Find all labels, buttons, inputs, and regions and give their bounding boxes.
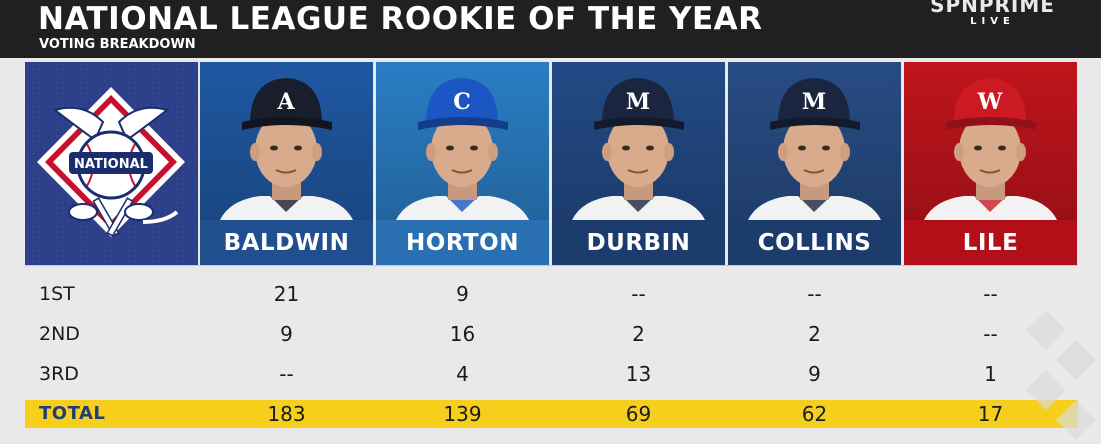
svg-text:M: M <box>802 89 826 115</box>
vote-row-3rd: 3RD -- 4 13 9 1 <box>25 355 1078 393</box>
player-photo-lile: W <box>924 78 1057 220</box>
national-league-logo-icon: NATIONAL <box>25 62 198 265</box>
vote-cell-collins: 2 <box>808 322 821 346</box>
vote-cell-baldwin: -- <box>279 362 294 386</box>
vote-cell-durbin: -- <box>631 282 646 306</box>
total-label: TOTAL <box>39 403 106 424</box>
player-nameplate: COLLINS <box>728 220 901 265</box>
vote-cell-lile: 1 <box>984 362 997 386</box>
player-photo-collins: M <box>748 78 881 220</box>
row-label: 3RD <box>39 363 79 385</box>
logo-text: NATIONAL <box>74 157 148 172</box>
svg-text:C: C <box>453 89 471 115</box>
page-subtitle: VOTING BREAKDOWN <box>39 37 196 52</box>
panel-divider <box>25 265 1078 266</box>
row-label: 1ST <box>39 283 75 305</box>
vote-cell-baldwin: 9 <box>280 322 293 346</box>
vote-cell-lile: -- <box>983 322 998 346</box>
vote-cell-horton: 4 <box>456 362 469 386</box>
vote-cell-horton: 9 <box>456 282 469 306</box>
background-pattern-icon <box>1026 310 1096 440</box>
vote-cell-durbin: 2 <box>632 322 645 346</box>
player-nameplate: HORTON <box>376 220 549 265</box>
player-name: HORTON <box>406 229 519 256</box>
player-card-durbin: M DURBIN <box>552 62 725 265</box>
player-photo-baldwin: A <box>220 78 353 220</box>
player-nameplate: LILE <box>904 220 1077 265</box>
vote-cell-durbin: 13 <box>625 362 652 386</box>
player-name: BALDWIN <box>223 229 350 256</box>
svg-text:W: W <box>977 89 1003 115</box>
network-bug: SPNPRIME LIVE <box>905 0 1080 28</box>
total-cell-collins: 62 <box>801 402 828 426</box>
player-photo-horton: C <box>396 78 529 220</box>
national-league-logo-tile: NATIONAL <box>25 62 198 265</box>
vote-cell-horton: 16 <box>449 322 476 346</box>
vote-row-2nd: 2ND 9 16 2 2 -- <box>25 315 1078 353</box>
vote-row-1st: 1ST 21 9 -- -- -- <box>25 275 1078 313</box>
player-card-lile: W LILE <box>904 62 1077 265</box>
total-row: TOTAL 183 139 69 62 17 <box>25 400 1078 428</box>
player-name: LILE <box>962 229 1019 256</box>
live-indicator: LIVE <box>970 16 1015 27</box>
vote-cell-collins: -- <box>807 282 822 306</box>
player-card-horton: C HORTON <box>376 62 549 265</box>
header-bar: NATIONAL LEAGUE ROOKIE OF THE YEAR VOTIN… <box>0 0 1101 58</box>
player-name: DURBIN <box>586 229 691 256</box>
svg-text:A: A <box>276 89 295 115</box>
player-photo-durbin: M <box>572 78 705 220</box>
vote-cell-collins: 9 <box>808 362 821 386</box>
vote-cell-baldwin: 21 <box>273 282 300 306</box>
player-name: COLLINS <box>757 229 872 256</box>
total-cell-horton: 139 <box>443 402 482 426</box>
player-card-collins: M COLLINS <box>728 62 901 265</box>
total-cell-baldwin: 183 <box>267 402 306 426</box>
network-logo-text: SPNPRIME <box>930 0 1055 17</box>
total-cell-lile: 17 <box>977 402 1004 426</box>
page-title: NATIONAL LEAGUE ROOKIE OF THE YEAR <box>38 1 763 37</box>
player-nameplate: BALDWIN <box>200 220 373 265</box>
svg-text:M: M <box>626 89 650 115</box>
row-label: 2ND <box>39 323 80 345</box>
player-nameplate: DURBIN <box>552 220 725 265</box>
total-cell-durbin: 69 <box>625 402 652 426</box>
vote-cell-lile: -- <box>983 282 998 306</box>
player-card-baldwin: A BALDWIN <box>200 62 373 265</box>
